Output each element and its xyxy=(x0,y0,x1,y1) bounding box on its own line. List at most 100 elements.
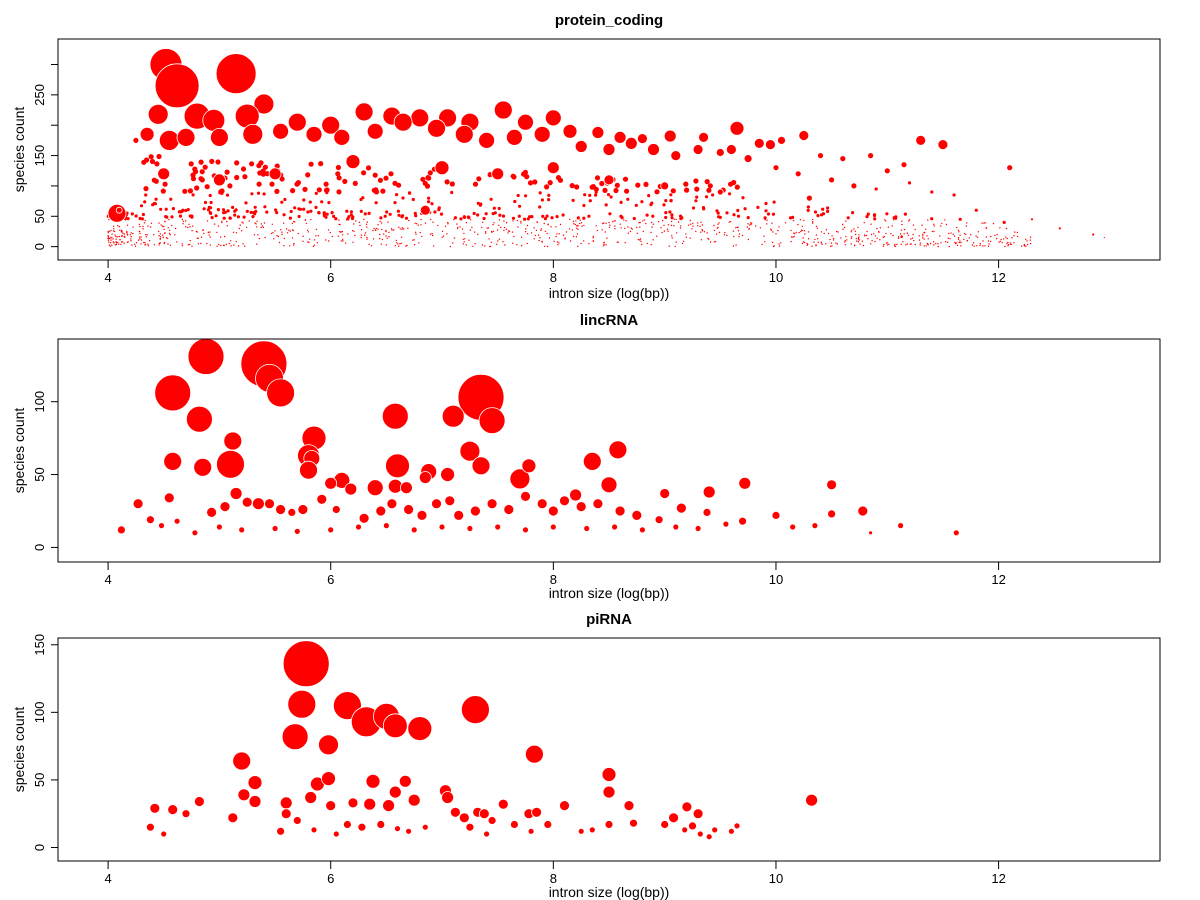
density-speck xyxy=(213,223,216,225)
density-speck xyxy=(318,161,324,167)
density-speck xyxy=(829,238,831,241)
density-speck xyxy=(178,214,183,218)
density-speck xyxy=(907,234,910,236)
data-point xyxy=(494,523,502,531)
density-speck xyxy=(1026,240,1028,242)
density-speck xyxy=(108,230,111,232)
density-speck xyxy=(453,218,455,221)
density-speck xyxy=(380,243,382,245)
density-speck xyxy=(966,240,968,242)
density-speck xyxy=(277,235,280,238)
data-point xyxy=(321,115,341,135)
density-speck xyxy=(260,223,263,225)
density-speck xyxy=(126,241,129,243)
density-speck xyxy=(639,226,641,228)
density-speck xyxy=(894,245,897,248)
density-speck xyxy=(291,229,294,231)
density-speck xyxy=(147,225,149,227)
density-speck xyxy=(472,181,479,187)
data-point xyxy=(191,529,199,537)
density-speck xyxy=(893,219,895,221)
density-speck xyxy=(737,226,739,228)
density-speck xyxy=(995,237,998,240)
density-speck xyxy=(594,190,598,194)
density-speck xyxy=(160,224,162,226)
density-speck xyxy=(145,233,147,236)
density-speck xyxy=(939,235,941,237)
data-point xyxy=(743,154,753,164)
density-speck xyxy=(374,201,378,205)
density-speck xyxy=(379,220,381,223)
density-speck xyxy=(547,193,551,197)
density-speck xyxy=(336,189,342,195)
density-speck xyxy=(520,245,523,247)
density-speck xyxy=(216,245,218,247)
density-speck xyxy=(130,212,134,216)
density-speck xyxy=(669,193,673,197)
data-point xyxy=(299,460,318,480)
density-speck xyxy=(806,244,808,246)
data-point xyxy=(167,804,179,815)
density-speck xyxy=(666,228,669,230)
density-speck xyxy=(990,235,992,238)
data-point xyxy=(355,523,362,531)
density-speck xyxy=(154,197,158,201)
data-point xyxy=(219,501,231,513)
density-speck xyxy=(798,231,800,234)
density-speck xyxy=(112,241,115,243)
density-speck xyxy=(736,214,741,218)
data-point xyxy=(107,203,127,223)
data-point xyxy=(227,812,239,824)
density-speck xyxy=(870,243,872,245)
density-speck xyxy=(650,243,652,246)
data-point xyxy=(608,440,628,460)
density-speck xyxy=(547,198,551,202)
density-speck xyxy=(914,228,916,231)
density-speck xyxy=(498,238,501,240)
density-speck xyxy=(844,241,846,243)
density-speck xyxy=(680,216,684,220)
density-speck xyxy=(858,234,860,236)
density-speck xyxy=(983,222,985,224)
data-point xyxy=(900,161,908,169)
density-speck xyxy=(130,236,132,238)
density-speck xyxy=(1000,238,1002,241)
density-speck xyxy=(142,228,144,230)
density-speck xyxy=(459,226,461,228)
density-speck xyxy=(394,245,396,247)
density-speck xyxy=(202,207,206,211)
density-speck xyxy=(540,229,542,231)
density-speck xyxy=(420,176,426,182)
density-speck xyxy=(315,235,317,237)
density-speck xyxy=(1013,242,1015,244)
panel-title: protein_coding xyxy=(555,12,663,29)
density-speck xyxy=(465,221,468,224)
density-speck xyxy=(132,232,134,235)
density-speck xyxy=(609,195,613,199)
density-speck xyxy=(747,238,749,241)
density-speck xyxy=(316,242,318,244)
density-speck xyxy=(388,231,390,234)
density-speck xyxy=(550,216,554,220)
density-speck xyxy=(449,245,452,248)
density-speck xyxy=(256,226,258,228)
density-speck xyxy=(1004,245,1006,248)
density-speck xyxy=(476,201,480,205)
density-speck xyxy=(821,243,823,245)
density-speck xyxy=(126,231,128,234)
density-speck xyxy=(511,231,514,233)
density-speck xyxy=(918,239,921,241)
density-speck xyxy=(812,218,814,221)
data-point xyxy=(347,797,359,809)
density-speck xyxy=(397,243,399,245)
data-point xyxy=(173,517,181,525)
density-speck xyxy=(158,222,160,224)
density-speck xyxy=(342,178,348,184)
density-speck xyxy=(830,245,832,247)
density-speck xyxy=(209,244,211,246)
density-speck xyxy=(732,213,736,217)
density-speck xyxy=(159,207,163,211)
density-speck xyxy=(471,226,473,229)
density-speck xyxy=(885,220,887,222)
